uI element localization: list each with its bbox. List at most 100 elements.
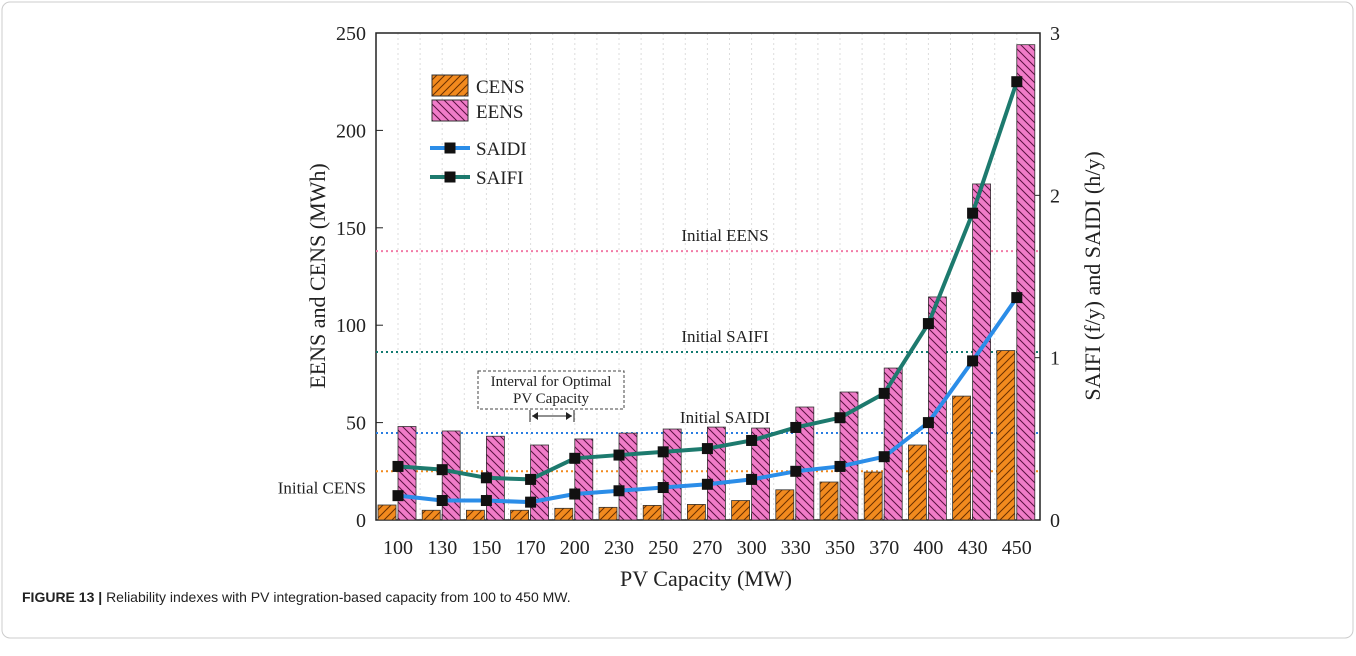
bar <box>1016 44 1036 521</box>
marker <box>392 460 404 472</box>
marker <box>657 482 669 494</box>
x-tick-label: 430 <box>958 537 988 559</box>
marker <box>746 434 758 446</box>
marker <box>834 412 846 424</box>
caption-label: FIGURE 13 | <box>22 589 103 605</box>
x-tick-label: 370 <box>869 537 899 559</box>
x-tick-label: 300 <box>737 537 767 559</box>
bar <box>465 509 485 521</box>
marker <box>569 488 581 500</box>
x-tick-label: 130 <box>427 537 457 559</box>
marker <box>1011 292 1023 304</box>
bar <box>731 500 750 521</box>
bar <box>839 391 859 521</box>
bar <box>996 350 1016 521</box>
bar <box>972 183 991 521</box>
y-tick-label: 50 <box>346 413 366 435</box>
y2-tick-label: 2 <box>1050 185 1060 207</box>
bar <box>554 507 574 521</box>
marker <box>480 495 492 507</box>
marker <box>657 446 669 458</box>
legend-label: EENS <box>476 102 524 123</box>
y-tick-label: 200 <box>336 120 366 142</box>
x-tick-label: 270 <box>692 537 722 559</box>
x-tick-label: 150 <box>471 537 501 559</box>
marker <box>701 478 713 490</box>
x-tick-label: 100 <box>383 537 413 559</box>
bar <box>421 509 441 521</box>
marker <box>392 490 404 502</box>
marker <box>878 387 890 399</box>
bar <box>397 426 417 521</box>
marker <box>790 465 802 477</box>
reference-label: Initial SAIDI <box>680 408 771 427</box>
marker <box>436 464 448 476</box>
marker <box>1011 76 1023 88</box>
x-tick-label: 330 <box>781 537 811 559</box>
bar <box>598 506 618 521</box>
frame <box>1 1 1354 639</box>
annotation-text: PV Capacity <box>513 391 589 407</box>
marker <box>525 473 537 485</box>
marker <box>613 449 625 461</box>
marker <box>790 421 802 433</box>
legend-label: SAIFI <box>476 168 524 189</box>
y2-axis-label: SAIFI (f/y) and SAIDI (h/y) <box>1080 151 1105 400</box>
bar <box>574 438 594 521</box>
x-tick-label: 200 <box>560 537 590 559</box>
y2-tick-label: 3 <box>1050 23 1060 45</box>
y-axis-label: EENS and CENS (MWh) <box>305 163 330 388</box>
marker <box>922 318 934 330</box>
x-axis-label: PV Capacity (MW) <box>620 566 792 591</box>
x-tick-label: 250 <box>648 537 678 559</box>
marker <box>701 443 713 455</box>
bar <box>952 395 971 521</box>
y-tick-label: 250 <box>336 23 366 45</box>
marker <box>878 451 890 463</box>
y2-tick-label: 0 <box>1050 510 1060 532</box>
bar <box>775 489 795 521</box>
marker <box>525 496 537 508</box>
marker <box>569 452 581 464</box>
bar <box>908 444 927 521</box>
bar <box>662 428 682 521</box>
y-tick-label: 0 <box>356 510 366 532</box>
marker <box>613 485 625 497</box>
annotation-text: Interval for Optimal <box>491 374 612 390</box>
marker <box>746 473 758 485</box>
reference-label: Initial EENS <box>681 226 768 245</box>
y2-tick-label: 1 <box>1050 348 1060 370</box>
marker <box>480 472 492 484</box>
marker <box>922 417 934 429</box>
bar <box>795 406 815 521</box>
caption: FIGURE 13 | Reliability indexes with PV … <box>22 589 571 605</box>
bar <box>510 509 530 521</box>
x-tick-label: 400 <box>913 537 943 559</box>
legend-label: CENS <box>476 77 525 98</box>
x-tick-label: 450 <box>1002 537 1032 559</box>
marker <box>436 495 448 507</box>
legend-label: SAIDI <box>476 139 527 160</box>
marker <box>834 460 846 472</box>
bar <box>642 504 662 521</box>
y-tick-label: 100 <box>336 315 366 337</box>
bar <box>819 481 839 521</box>
reference-label: Initial CENS <box>278 478 366 497</box>
bar <box>687 504 706 521</box>
legend-swatch <box>431 99 469 122</box>
bar <box>863 471 883 521</box>
legend-marker <box>444 142 456 154</box>
x-tick-label: 350 <box>825 537 855 559</box>
marker <box>967 355 979 367</box>
bar <box>707 426 726 521</box>
x-tick-label: 170 <box>516 537 546 559</box>
legend-marker <box>444 171 456 183</box>
reference-label: Initial SAIFI <box>681 327 769 346</box>
legend-swatch <box>431 74 469 97</box>
bar <box>377 504 397 521</box>
x-tick-label: 230 <box>604 537 634 559</box>
annotation-box <box>477 370 625 410</box>
bar <box>441 430 461 521</box>
